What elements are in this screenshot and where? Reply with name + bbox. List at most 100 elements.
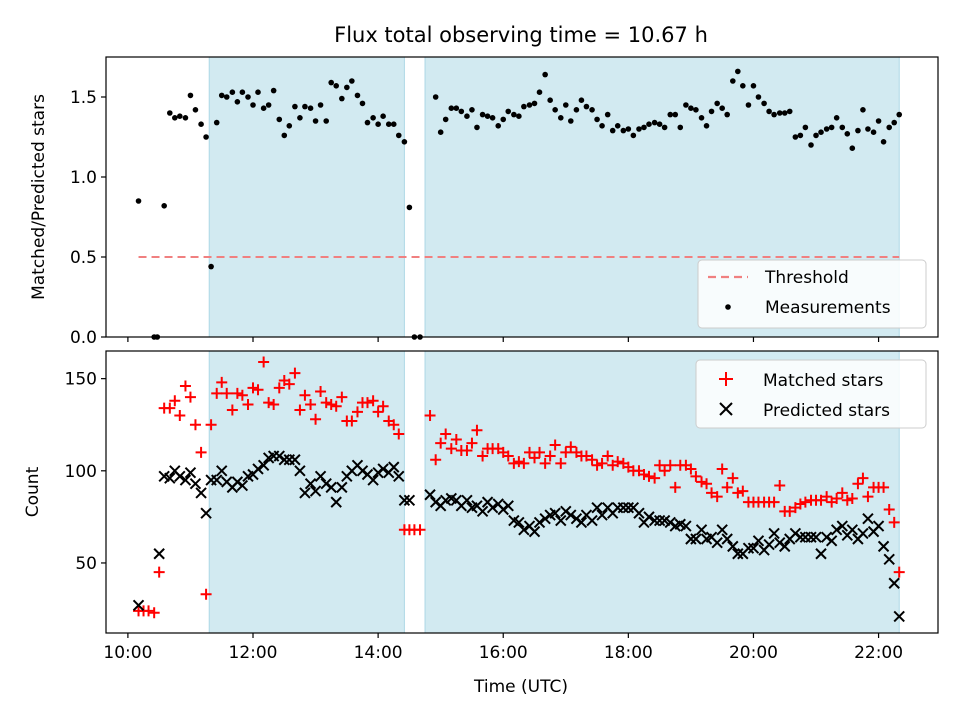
legend-label-measurements: Measurements [765, 298, 891, 318]
matched-star-point [174, 410, 186, 422]
measurement-point [646, 121, 652, 127]
matched-star-point [299, 389, 311, 401]
matched-star-point [659, 465, 671, 477]
matched-star-point [560, 446, 572, 458]
matched-star-point [143, 605, 155, 617]
matched-star-point [169, 395, 181, 407]
measurement-point [312, 118, 319, 124]
matched-star-point [649, 472, 661, 484]
predicted-star-point [622, 501, 635, 514]
predicted-stars-series [134, 451, 905, 623]
matched-star-point [539, 457, 551, 469]
measurement-point [583, 103, 590, 110]
measurement-point [813, 132, 819, 139]
measurement-point [390, 121, 397, 127]
measurement-point [395, 132, 402, 139]
measurement-point [745, 102, 752, 108]
predicted-star-point [711, 536, 723, 549]
measurement-point [432, 94, 439, 100]
predicted-star-point [388, 461, 400, 473]
measurement-point [464, 113, 470, 119]
measurement-point [333, 83, 340, 89]
measurement-point [651, 119, 658, 126]
matched-star-point [690, 470, 702, 482]
bottom-axes-frame [105, 350, 939, 634]
predicted-star-point [721, 533, 733, 545]
measurement-point [620, 127, 627, 134]
x-axis-label: Time (UTC) [473, 677, 568, 697]
matched-star-point [846, 492, 858, 504]
x-tick-label: 16:00 [479, 643, 528, 663]
predicted-star-point [278, 454, 290, 466]
measurement-point [317, 102, 324, 108]
matched-star-point [289, 367, 301, 379]
matched-star-point [799, 496, 811, 508]
matched-star-point [310, 413, 322, 425]
predicted-star-point [153, 548, 165, 560]
predicted-star-point [513, 516, 525, 529]
measurement-point [448, 105, 455, 111]
matched-star-point [669, 481, 681, 493]
predicted-star-point [184, 466, 197, 479]
predicted-star-point [476, 505, 489, 518]
bottom-y-ticks: 50 100 150 [65, 370, 106, 574]
measurement-point [474, 124, 480, 131]
matched-star-point [706, 487, 718, 499]
predicted-star-point [893, 610, 905, 623]
y-tick-label: 1.5 [70, 88, 97, 108]
matched-star-point [888, 516, 900, 528]
measurement-point [281, 132, 288, 139]
matched-star-point [602, 450, 614, 462]
measurement-point [339, 95, 345, 102]
predicted-star-point [825, 535, 838, 547]
measurement-point [500, 116, 507, 123]
matched-star-point [346, 415, 358, 427]
predicted-star-point [195, 487, 207, 499]
predicted-star-point [330, 496, 342, 508]
predicted-star-point [617, 501, 630, 514]
measurement-point [323, 118, 329, 124]
measurement-point [703, 123, 710, 129]
measurement-point [511, 111, 517, 118]
legend-matched-swatch [719, 372, 733, 386]
measurement-point [828, 124, 835, 131]
matched-star-point [263, 397, 275, 409]
matched-star-point [361, 397, 373, 409]
top-panel: 0.0 0.5 1.0 1.5 Matched/Predicted stars Thr… [29, 56, 939, 348]
measurement-point [797, 132, 804, 139]
measurement-point [614, 123, 621, 129]
measurement-point [270, 87, 277, 94]
matched-star-point [445, 443, 457, 455]
matched-star-point [774, 480, 786, 492]
bottom-y-axis-label: Count [23, 466, 43, 517]
matched-star-point [852, 478, 864, 490]
measurement-point [307, 105, 314, 111]
measurement-point [865, 126, 871, 132]
predicted-star-point [533, 516, 546, 529]
matched-star-point [189, 419, 201, 431]
matched-star-point [544, 450, 556, 462]
matched-star-point [294, 404, 306, 416]
matched-star-point [893, 566, 905, 578]
measurement-point [688, 105, 694, 111]
matched-star-point [831, 492, 843, 504]
measurement-point [599, 123, 605, 129]
measurement-point [552, 107, 558, 113]
measurement-point [255, 89, 261, 95]
predicted-star-point [502, 500, 514, 512]
predicted-star-point [528, 525, 541, 538]
x-tick-label: 10:00 [103, 643, 152, 663]
matched-star-point [283, 378, 295, 390]
measurement-point [750, 83, 757, 89]
x-tick-label: 20:00 [729, 643, 778, 663]
matched-star-point [325, 398, 337, 410]
matched-star-point [336, 391, 348, 403]
measurement-point [135, 198, 142, 204]
matched-star-point [737, 485, 749, 497]
measurement-point [636, 126, 642, 132]
top-legend: Threshold Measurements [697, 259, 927, 329]
matched-star-point [320, 397, 332, 409]
measurement-point [594, 116, 600, 123]
predicted-star-point [596, 509, 608, 521]
matched-star-point [596, 457, 608, 469]
